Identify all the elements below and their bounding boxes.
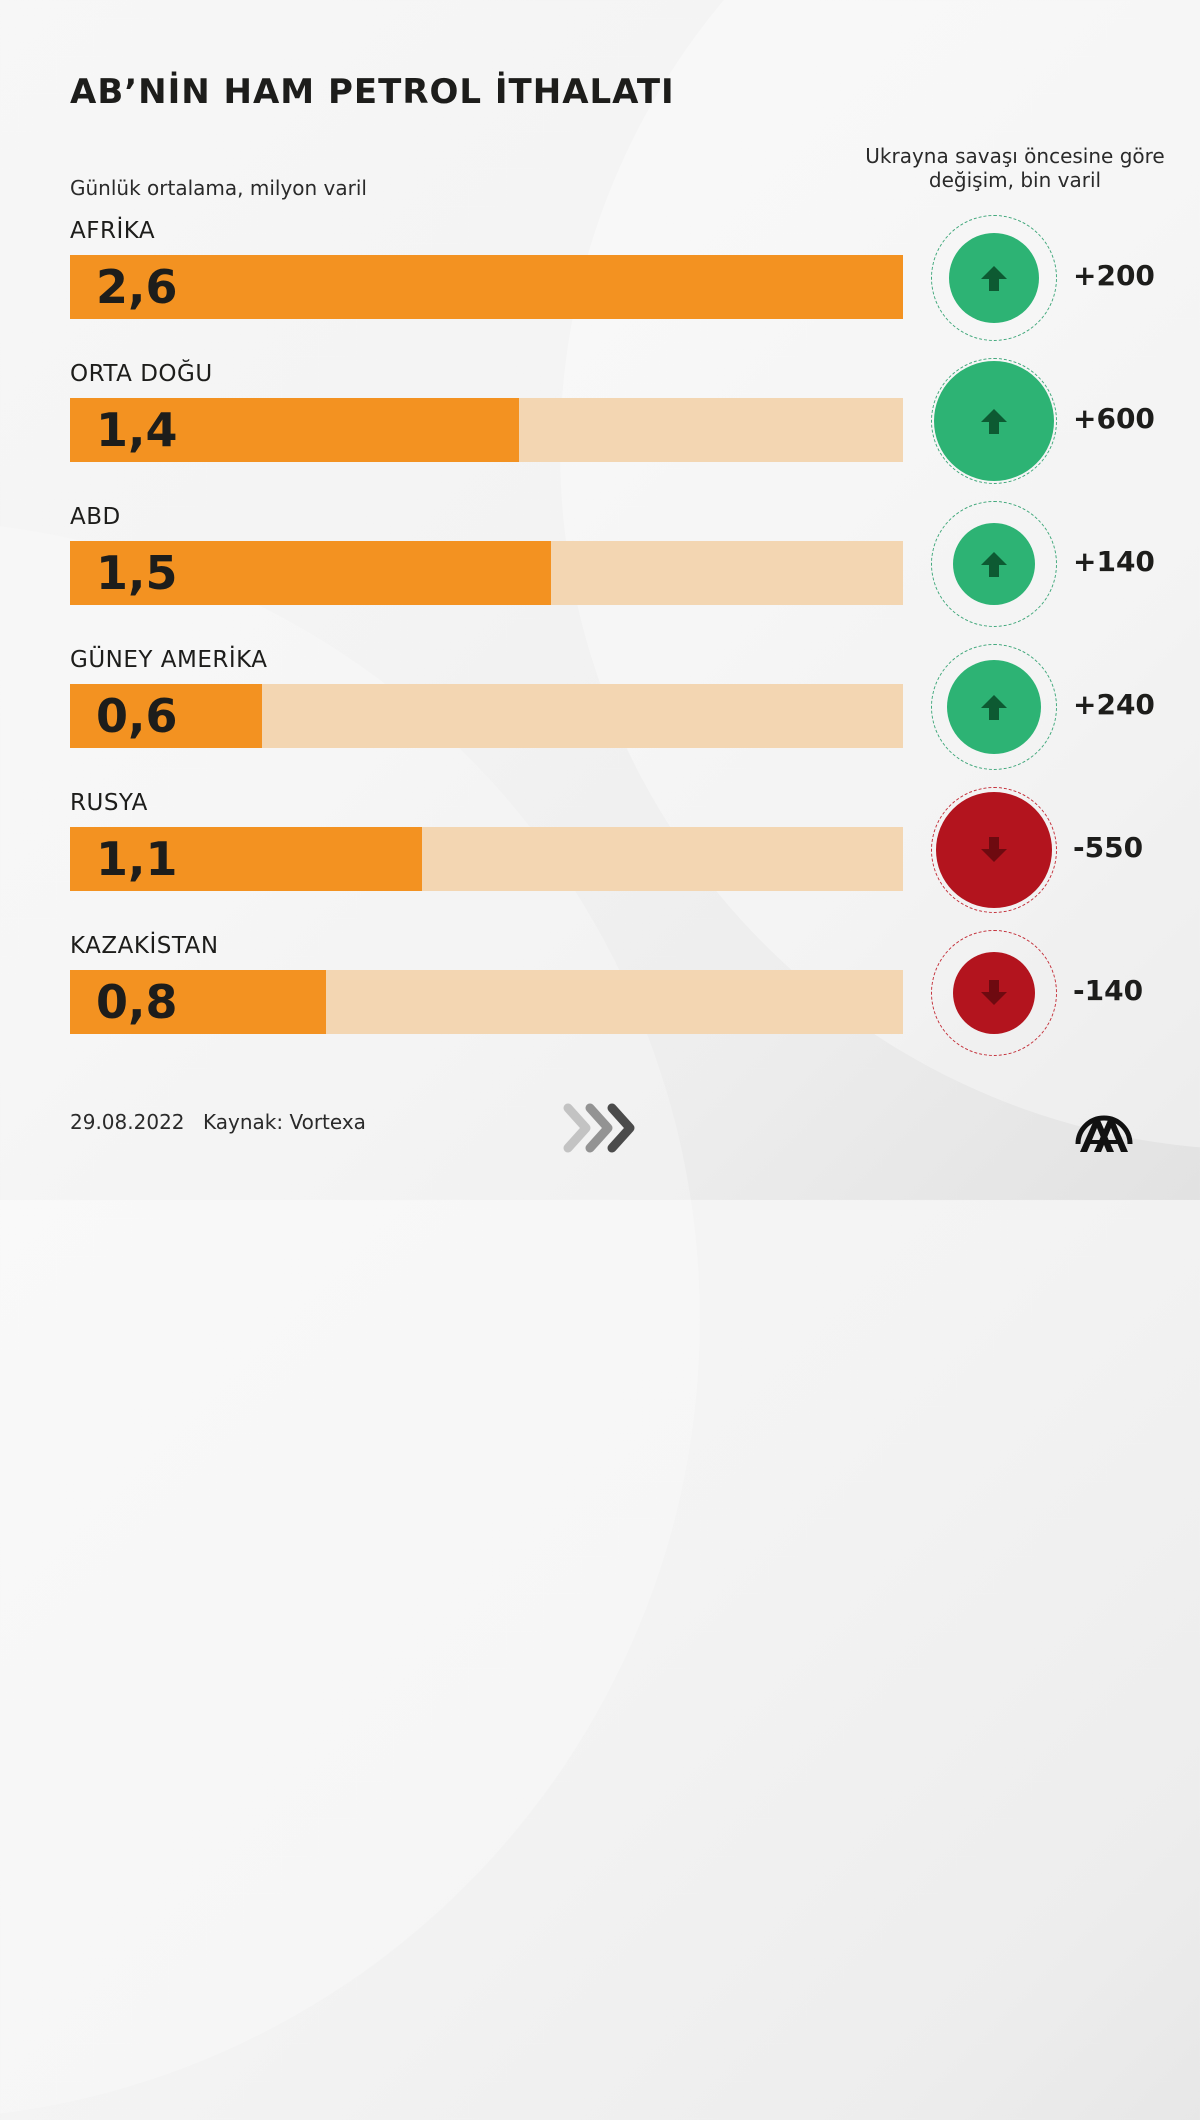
bar-fill (70, 255, 903, 319)
increase-indicator (953, 523, 1035, 605)
arrow-up-icon (979, 549, 1009, 579)
bar-row: KAZAKİSTAN 0,8 -140 (0, 930, 1200, 1063)
increase-indicator (949, 233, 1039, 323)
bar-row: RUSYA 1,1 -550 (0, 787, 1200, 920)
change-ring (931, 358, 1057, 484)
bar-track: 1,4 (70, 398, 903, 462)
change-ring (931, 215, 1057, 341)
increase-indicator (947, 660, 1041, 754)
change-ring (931, 930, 1057, 1056)
arrow-up-icon (979, 263, 1009, 293)
value-axis-label: Günlük ortalama, milyon varil (70, 176, 367, 200)
change-value: +600 (1073, 402, 1155, 435)
source-label: Kaynak: Vortexa (203, 1110, 366, 1134)
change-value: +140 (1073, 545, 1155, 578)
chart-title: AB’NİN HAM PETROL İTHALATI (70, 72, 675, 112)
increase-indicator (934, 361, 1054, 481)
bar-row: ABD 1,5 +140 (0, 501, 1200, 634)
bar-fill (70, 541, 551, 605)
region-label: ORTA DOĞU (70, 361, 213, 387)
region-label: KAZAKİSTAN (70, 933, 219, 959)
region-label: ABD (70, 504, 121, 530)
bar-fill (70, 398, 519, 462)
change-value: -140 (1073, 974, 1144, 1007)
bar-fill (70, 970, 326, 1034)
bar-track: 0,8 (70, 970, 903, 1034)
decrease-indicator (953, 952, 1035, 1034)
region-label: RUSYA (70, 790, 148, 816)
aa-logo-icon (1072, 1100, 1136, 1160)
bar-row: GÜNEY AMERİKA 0,6 +240 (0, 644, 1200, 777)
change-ring (931, 501, 1057, 627)
decrease-indicator (936, 792, 1052, 908)
change-value: -550 (1073, 831, 1144, 864)
change-ring (931, 787, 1057, 913)
region-label: AFRİKA (70, 218, 156, 244)
bar-track: 1,5 (70, 541, 903, 605)
bar-value: 0,6 (96, 689, 178, 743)
bar-track: 2,6 (70, 255, 903, 319)
bar-value: 1,5 (96, 546, 178, 600)
bar-value: 2,6 (96, 260, 178, 314)
bar-fill (70, 827, 422, 891)
chevrons-right-icon (560, 1098, 640, 1162)
bar-value: 1,4 (96, 403, 178, 457)
arrow-up-icon (979, 692, 1009, 722)
bar-row: AFRİKA 2,6 +200 (0, 215, 1200, 348)
bar-row: ORTA DOĞU 1,4 +600 (0, 358, 1200, 491)
change-ring (931, 644, 1057, 770)
arrow-down-icon (979, 978, 1009, 1008)
bar-value: 1,1 (96, 832, 178, 886)
arrow-up-icon (979, 406, 1009, 436)
bar-track: 1,1 (70, 827, 903, 891)
change-value: +240 (1073, 688, 1155, 721)
arrow-down-icon (979, 835, 1009, 865)
bar-track: 0,6 (70, 684, 903, 748)
date-label: 29.08.2022 (70, 1110, 185, 1134)
region-label: GÜNEY AMERİKA (70, 647, 268, 673)
bar-fill (70, 684, 262, 748)
change-axis-label: Ukrayna savaşı öncesine göre değişim, bi… (865, 144, 1165, 192)
bar-value: 0,8 (96, 975, 178, 1029)
change-value: +200 (1073, 259, 1155, 292)
